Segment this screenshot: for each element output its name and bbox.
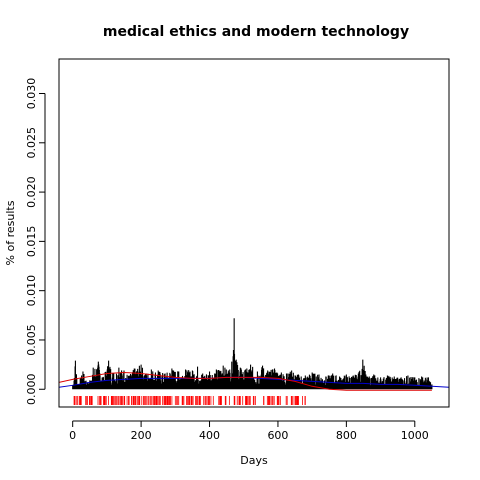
chart-title: medical ethics and modern technology [103, 24, 409, 40]
rug-layer [73, 396, 306, 405]
y-axis-label: % of results [4, 200, 17, 265]
y-tick-label: 0.015 [25, 226, 38, 258]
y-tick-label: 0.020 [25, 176, 38, 208]
y-tick-label: 0.010 [25, 275, 38, 307]
x-tick-label: 400 [199, 429, 220, 442]
x-tick-label: 200 [131, 429, 152, 442]
axes-layer: 0 200 400 600 800 1000 0.000 0.005 0.010 0.015 0.0… [25, 78, 429, 442]
y-tick-label: 0.000 [25, 374, 38, 406]
x-axis-label: Days [240, 454, 268, 467]
x-tick-label: 800 [336, 429, 357, 442]
x-tick-label: 0 [69, 429, 76, 442]
x-tick-label: 1000 [401, 429, 429, 442]
series-layer [59, 318, 449, 391]
series-line-2 [59, 371, 432, 391]
y-tick-label: 0.005 [25, 324, 38, 356]
y-tick-label: 0.025 [25, 127, 38, 159]
y-tick-label: 0.030 [25, 78, 38, 110]
x-tick-label: 600 [267, 429, 288, 442]
plot-frame [58, 58, 450, 408]
